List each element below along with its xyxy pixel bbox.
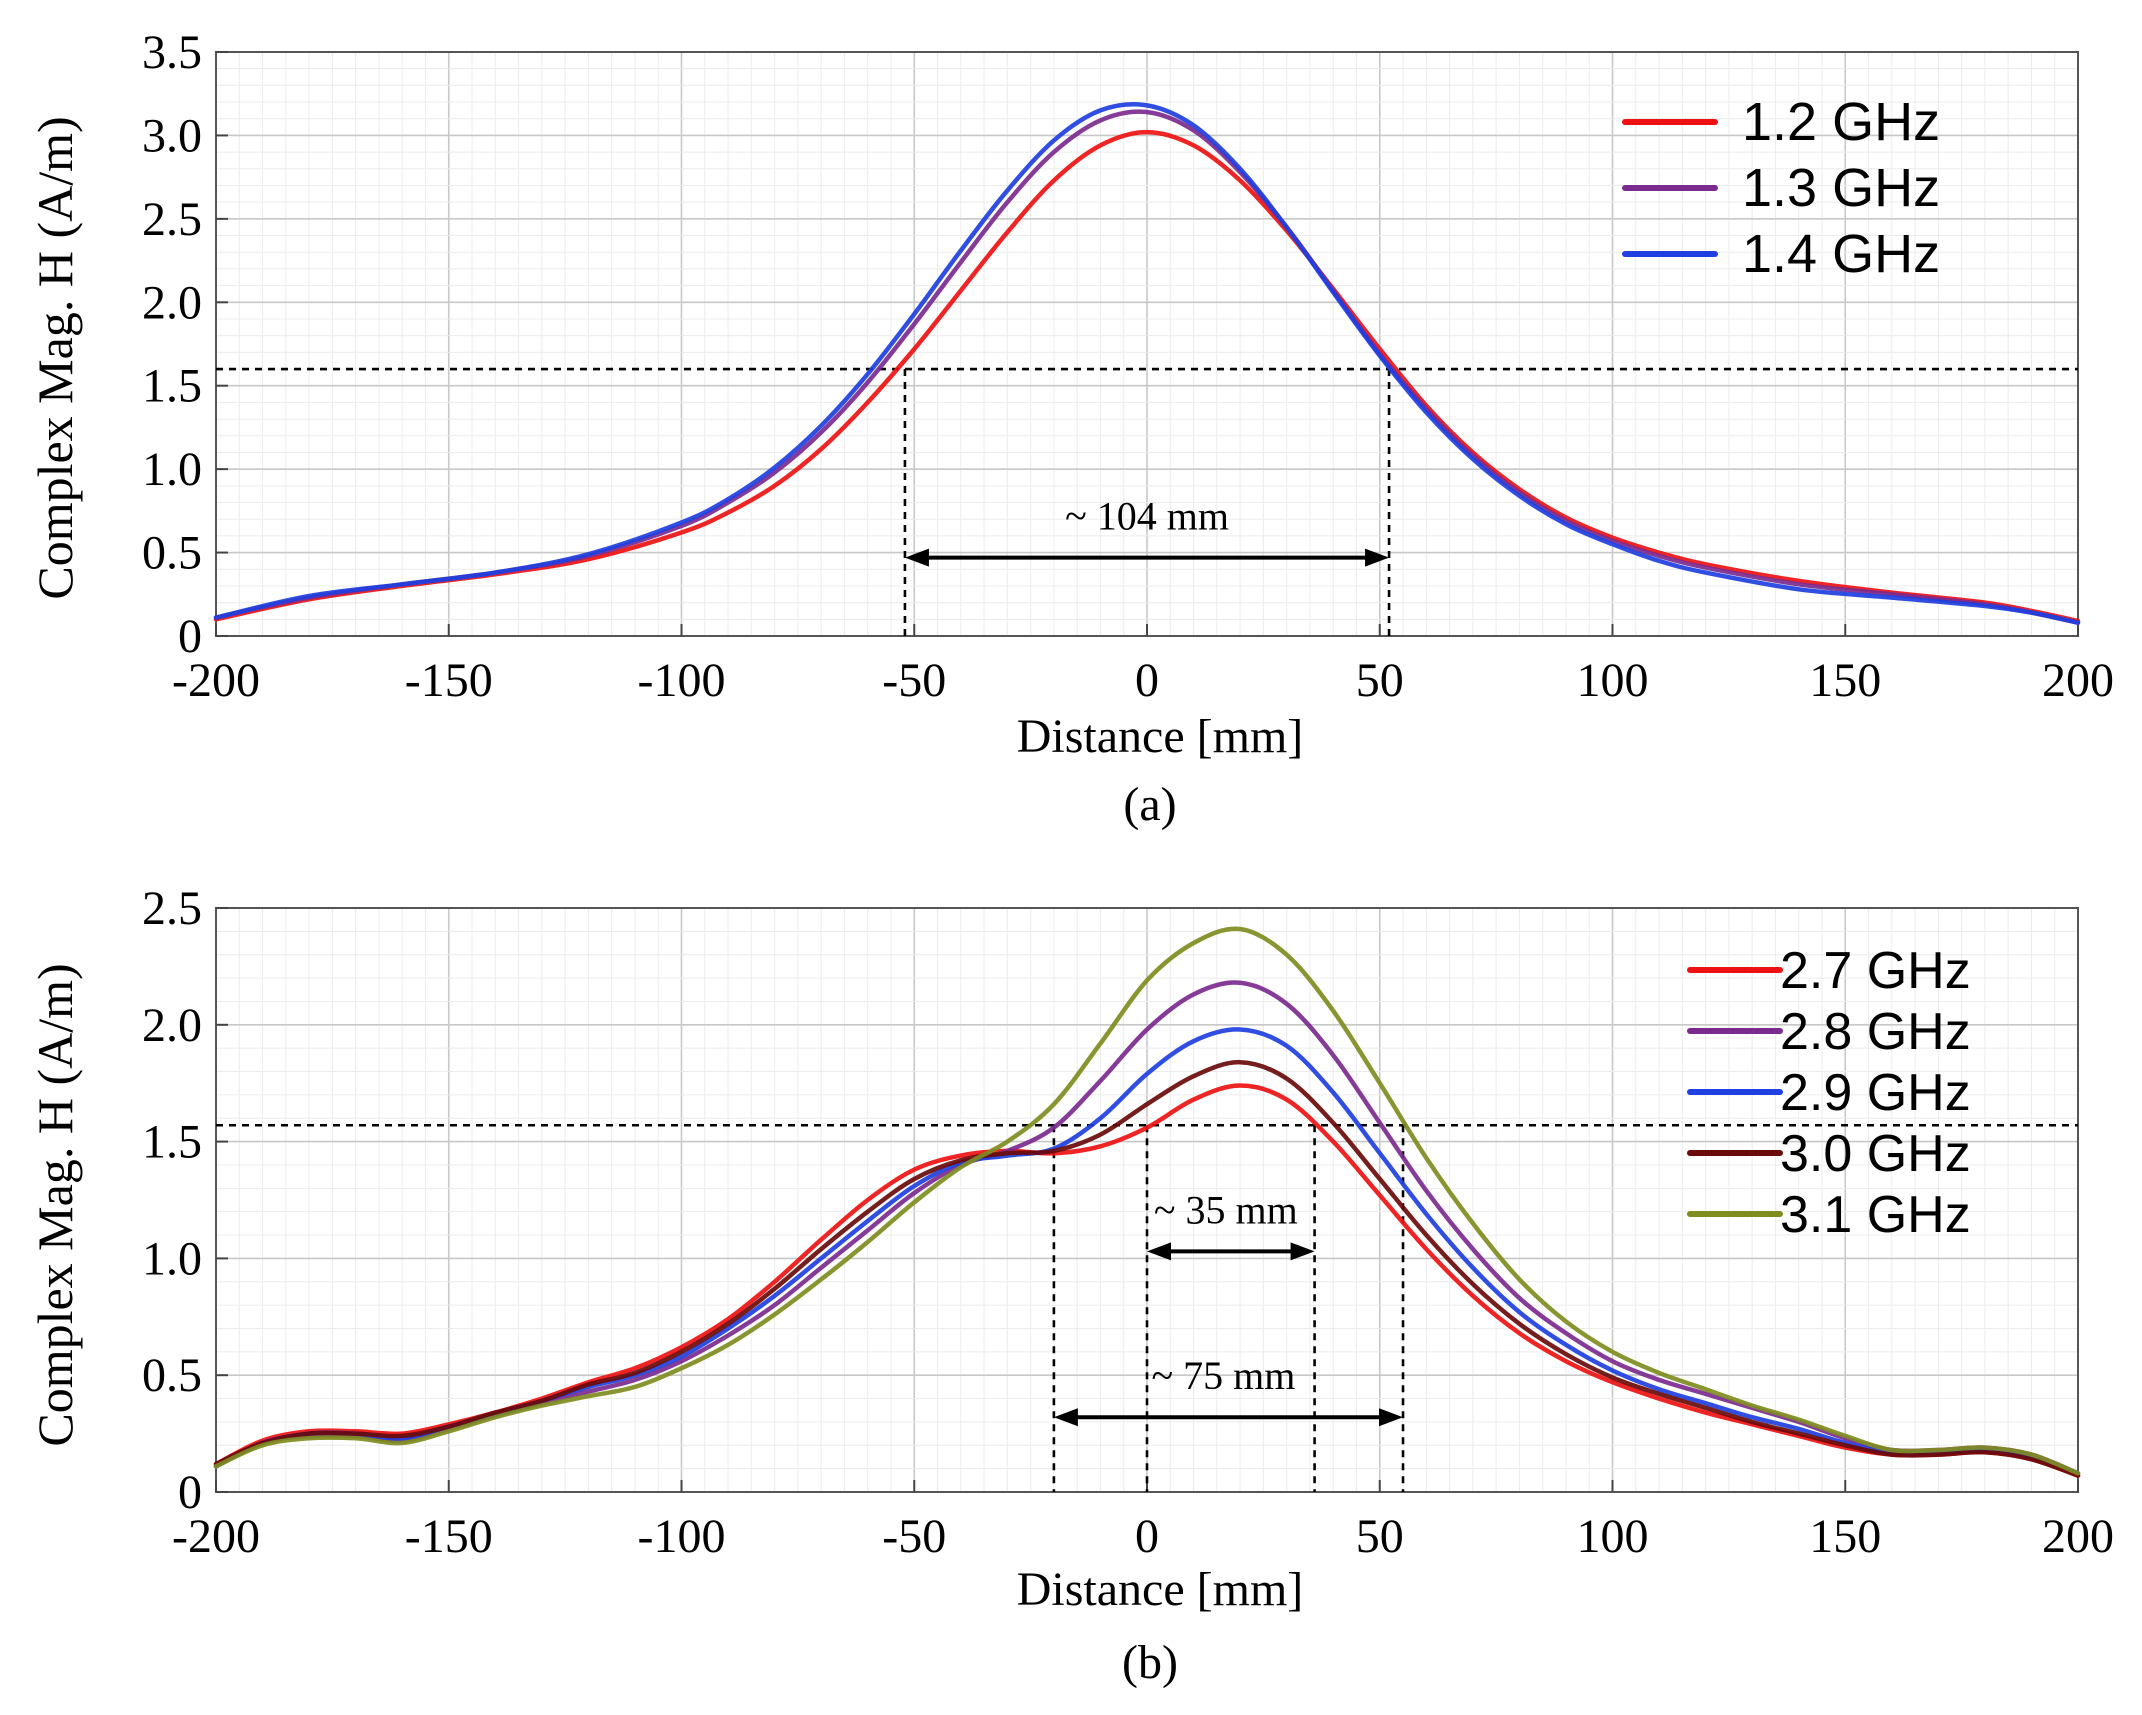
panel-b-width-label: ~ 35 mm	[1154, 1187, 1298, 1232]
panel-a-y-tick-label: 2.5	[142, 193, 202, 246]
panel-b-width-label: ~ 75 mm	[1152, 1353, 1296, 1398]
panel-b-legend-label: 2.7 GHz	[1780, 942, 1971, 1000]
panel-a-legend-label: 1.4 GHz	[1742, 224, 1940, 284]
panel-b-series-3-0-ghzline	[213, 1059, 2081, 1478]
panel-b-x-tick-label: -50	[882, 1510, 946, 1563]
panel-b-x-ticks: -200 -150 -100 -50 0 50 100 150 200	[172, 1480, 2114, 1563]
panel-b-series	[213, 926, 2081, 1478]
panel-a-x-tick-label: 0	[1135, 654, 1159, 707]
panel-a-y-tick-label: 3.0	[142, 109, 202, 162]
panel-a-caption: (a)	[1123, 778, 1176, 831]
panel-a-x-tick-label: -150	[405, 654, 493, 707]
panel-a-x-tick-label: 150	[1809, 654, 1881, 707]
panel-b-width-arrow-head-right	[1290, 1242, 1315, 1261]
panel-a-x-ticks: -200 -150 -100 -50 0 50 100 150 200	[172, 624, 2114, 707]
panel-a-x-axis-label: Distance [mm]	[1017, 710, 1304, 763]
panel-a-x-tick-label: -100	[638, 654, 726, 707]
panel-a-y-axis-label: Complex Mag. H (A/m)	[27, 116, 83, 599]
panel-a-legend-label: 1.3 GHz	[1742, 158, 1940, 218]
panel-b-legend-label: 2.9 GHz	[1780, 1064, 1971, 1122]
panel-a-y-tick-label: 1.0	[142, 443, 202, 496]
panel-a-y-tick-label: 3.5	[142, 26, 202, 79]
panel-a-x-tick-label: 200	[2042, 654, 2114, 707]
panel-a-annotations: ~ 104 mm	[216, 367, 2078, 636]
panel-a-y-tick-label: 2.0	[142, 276, 202, 329]
panel-a-x-tick-label: -200	[172, 654, 260, 707]
panel-a-x-tick-label: 50	[1356, 654, 1404, 707]
panel-b-y-tick-label: 2.5	[142, 882, 202, 935]
panel-a-series-1-2-ghzline	[213, 129, 2081, 624]
panel-b-y-axis-label: Complex Mag. H (A/m)	[27, 963, 83, 1446]
panel-b-y-tick-label: 1.5	[142, 1116, 202, 1169]
panel-b-x-tick-label: 150	[1809, 1510, 1881, 1563]
panel-a-y-tick-label: 1.5	[142, 360, 202, 413]
panel-b-x-tick-label: 100	[1577, 1510, 1649, 1563]
panel-a-series-1-4-ghzline	[213, 102, 2081, 625]
panel-b-y-tick-label: 2.0	[142, 999, 202, 1052]
panel-b-series-3-1-ghzline	[213, 926, 2081, 1476]
panel-b-width-arrow-head-left	[1147, 1242, 1171, 1261]
panel-b-x-tick-label: -100	[638, 1510, 726, 1563]
panel-a-width-arrow-head-left	[904, 548, 929, 567]
panel-a-width-label: ~ 104 mm	[1065, 494, 1229, 539]
panel-b-caption: (b)	[1122, 1636, 1178, 1689]
panel-b-y-tick-label: 0.5	[142, 1349, 202, 1402]
panel-b-width-arrow-head-left	[1053, 1408, 1078, 1427]
panel-a-chart: 0 0.5 1.0 1.5 2.0 2.5 3.0 3.5 -200 -150 -100 -50 0 5…	[27, 26, 2114, 831]
panel-a-x-tick-label: 100	[1577, 654, 1649, 707]
panel-b-legend-label: 3.1 GHz	[1780, 1186, 1971, 1244]
panel-a-width-arrow-head-right	[1365, 548, 1390, 567]
panel-b-legend-label: 3.0 GHz	[1780, 1125, 1971, 1183]
panel-b-chart: 0 0.5 1.0 1.5 2.0 2.5 -200 -150 -100 -50 0 50 100 15…	[27, 882, 2114, 1689]
panel-b-legend-label: 2.8 GHz	[1780, 1003, 1971, 1061]
panel-b-x-tick-label: 50	[1356, 1510, 1404, 1563]
panel-a-x-tick-label: -50	[882, 654, 946, 707]
panel-b-x-tick-label: -150	[405, 1510, 493, 1563]
panel-b-x-tick-label: 0	[1135, 1510, 1159, 1563]
panel-a-y-tick-label: 0.5	[142, 527, 202, 580]
panel-b-y-tick-label: 0	[178, 1466, 202, 1519]
panel-a-legend-label: 1.2 GHz	[1742, 92, 1940, 152]
panel-b-x-tick-label: -200	[172, 1510, 260, 1563]
panel-b-y-tick-label: 1.0	[142, 1232, 202, 1285]
panel-b-y-ticks: 0 0.5 1.0 1.5 2.0 2.5	[142, 882, 228, 1519]
panel-b-width-arrow-head-right	[1379, 1408, 1404, 1427]
panel-b-annotations: ~ 35 mm ~ 75 mm	[216, 1123, 2078, 1492]
panel-b-x-axis-label: Distance [mm]	[1017, 1563, 1304, 1616]
panel-b-x-tick-label: 200	[2042, 1510, 2114, 1563]
panel-a-y-tick-label: 0	[178, 610, 202, 663]
panel-a-series	[213, 102, 2081, 625]
panel-a-y-ticks: 0 0.5 1.0 1.5 2.0 2.5 3.0 3.5	[142, 26, 228, 663]
panel-a-series-1-3-ghzline	[213, 109, 2081, 625]
